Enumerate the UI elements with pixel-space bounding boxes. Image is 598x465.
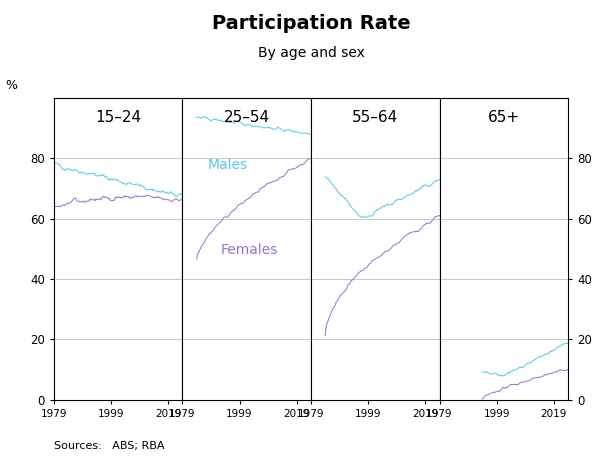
Text: 55–64: 55–64	[352, 110, 398, 125]
Text: %: %	[5, 79, 17, 92]
Text: %: %	[597, 79, 598, 92]
Text: By age and sex: By age and sex	[258, 46, 364, 60]
Text: 25–54: 25–54	[224, 110, 270, 125]
Text: Females: Females	[221, 243, 278, 257]
Text: 15–24: 15–24	[95, 110, 141, 125]
Text: 65+: 65+	[488, 110, 520, 125]
Text: Participation Rate: Participation Rate	[212, 14, 410, 33]
Text: Males: Males	[208, 158, 248, 172]
Text: Sources:   ABS; RBA: Sources: ABS; RBA	[54, 441, 164, 451]
